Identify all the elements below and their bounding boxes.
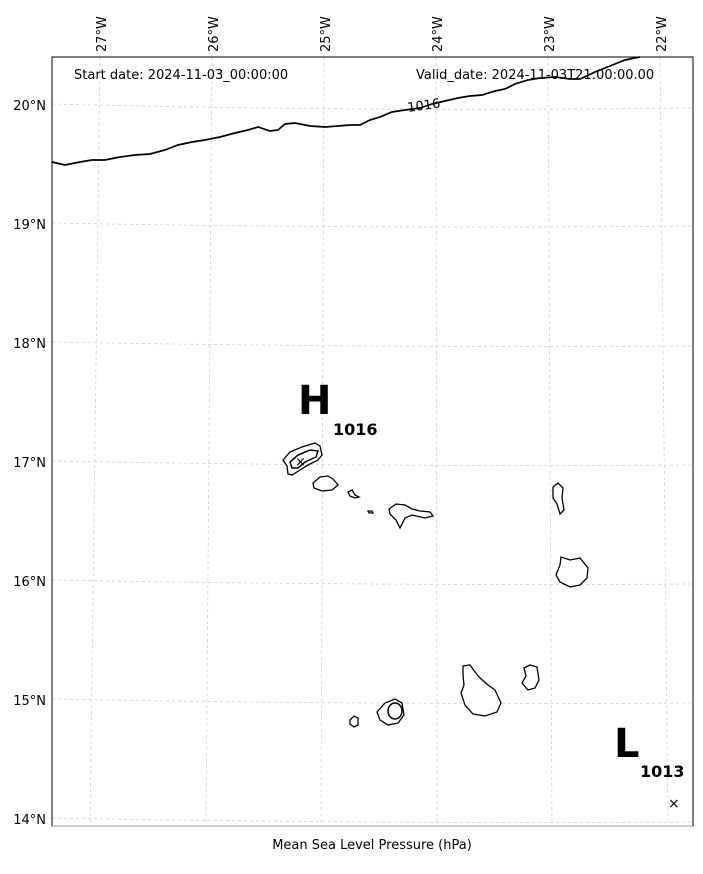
parallel-gridlines	[51, 103, 694, 823]
island-sao-vicente	[312, 475, 339, 492]
lat-tick-15n: 15°N	[13, 694, 46, 709]
lon-tick-26w: 26°W	[207, 16, 222, 52]
lat-tick-18n: 18°N	[13, 337, 46, 352]
low-pressure-letter: L	[614, 721, 640, 767]
isobar-1016-north	[51, 56, 641, 166]
island-santiago	[460, 664, 502, 717]
island-sal	[552, 482, 565, 516]
island-santa-luzia	[347, 489, 361, 499]
island-raso	[366, 510, 375, 514]
start-date-label: Start date: 2024-11-03_00:00:00	[74, 68, 288, 83]
high-center-x-marker: ×	[295, 455, 306, 470]
lon-tick-23w: 23°W	[543, 16, 558, 52]
isobar-label-1016: 1016	[406, 97, 441, 116]
lat-tick-20n: 20°N	[13, 99, 46, 114]
latitude-tick-labels: 20°N 19°N 18°N 17°N 16°N 15°N 14°N	[13, 99, 46, 828]
valid-date-label: Valid_date: 2024-11-03T21:00:00.00	[416, 68, 654, 83]
high-pressure-value: 1016	[333, 420, 378, 439]
local-isobars	[289, 449, 403, 720]
lon-tick-25w: 25°W	[319, 16, 334, 52]
low-center-x-marker: ×	[668, 796, 680, 812]
high-pressure-letter: H	[298, 378, 331, 424]
lat-tick-16n: 16°N	[13, 575, 46, 590]
lon-tick-22w: 22°W	[655, 16, 670, 52]
lon-tick-27w: 27°W	[95, 16, 110, 52]
island-sao-nicolau	[388, 503, 435, 530]
map-frame-background	[52, 57, 693, 826]
map-caption: Mean Sea Level Pressure (hPa)	[272, 838, 472, 853]
island-boa-vista	[555, 556, 589, 588]
meridian-gridlines	[89, 56, 669, 827]
lat-tick-17n: 17°N	[13, 456, 46, 471]
longitude-tick-labels: 27°W 26°W 25°W 24°W 23°W 22°W	[95, 16, 670, 52]
low-pressure-value: 1013	[640, 762, 685, 781]
lat-tick-19n: 19°N	[13, 218, 46, 233]
isobar-closed-santo-antao	[289, 449, 320, 469]
island-maio	[521, 664, 540, 691]
isobar-closed-fogo	[387, 702, 403, 720]
lat-tick-14n: 14°N	[13, 813, 46, 828]
island-brava	[349, 715, 359, 728]
coastlines	[282, 442, 589, 728]
lon-tick-24w: 24°W	[431, 16, 446, 52]
